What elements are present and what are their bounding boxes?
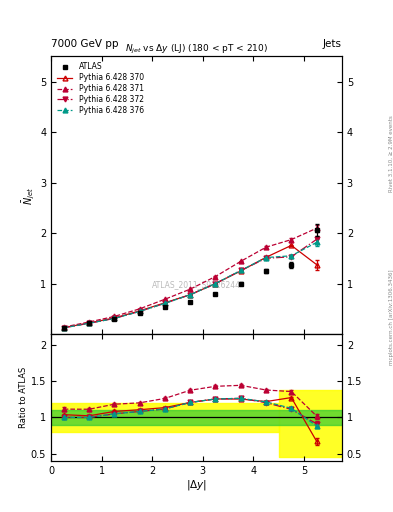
Text: mcplots.cern.ch [arXiv:1306.3436]: mcplots.cern.ch [arXiv:1306.3436] — [389, 270, 393, 365]
Y-axis label: $\bar{N}_{jet}$: $\bar{N}_{jet}$ — [21, 186, 37, 204]
Text: 7000 GeV pp: 7000 GeV pp — [51, 38, 119, 49]
Text: Jets: Jets — [323, 38, 342, 49]
Text: ATLAS_2011_S9126244: ATLAS_2011_S9126244 — [152, 280, 241, 289]
Legend: ATLAS, Pythia 6.428 370, Pythia 6.428 371, Pythia 6.428 372, Pythia 6.428 376: ATLAS, Pythia 6.428 370, Pythia 6.428 37… — [55, 60, 146, 117]
X-axis label: |$\Delta y$|: |$\Delta y$| — [186, 478, 207, 493]
Y-axis label: Ratio to ATLAS: Ratio to ATLAS — [19, 367, 28, 428]
Title: $N_{jet}$ vs $\Delta y$ (LJ) (180 < pT < 210): $N_{jet}$ vs $\Delta y$ (LJ) (180 < pT <… — [125, 43, 268, 56]
Text: Rivet 3.1.10, ≥ 2.9M events: Rivet 3.1.10, ≥ 2.9M events — [389, 115, 393, 192]
